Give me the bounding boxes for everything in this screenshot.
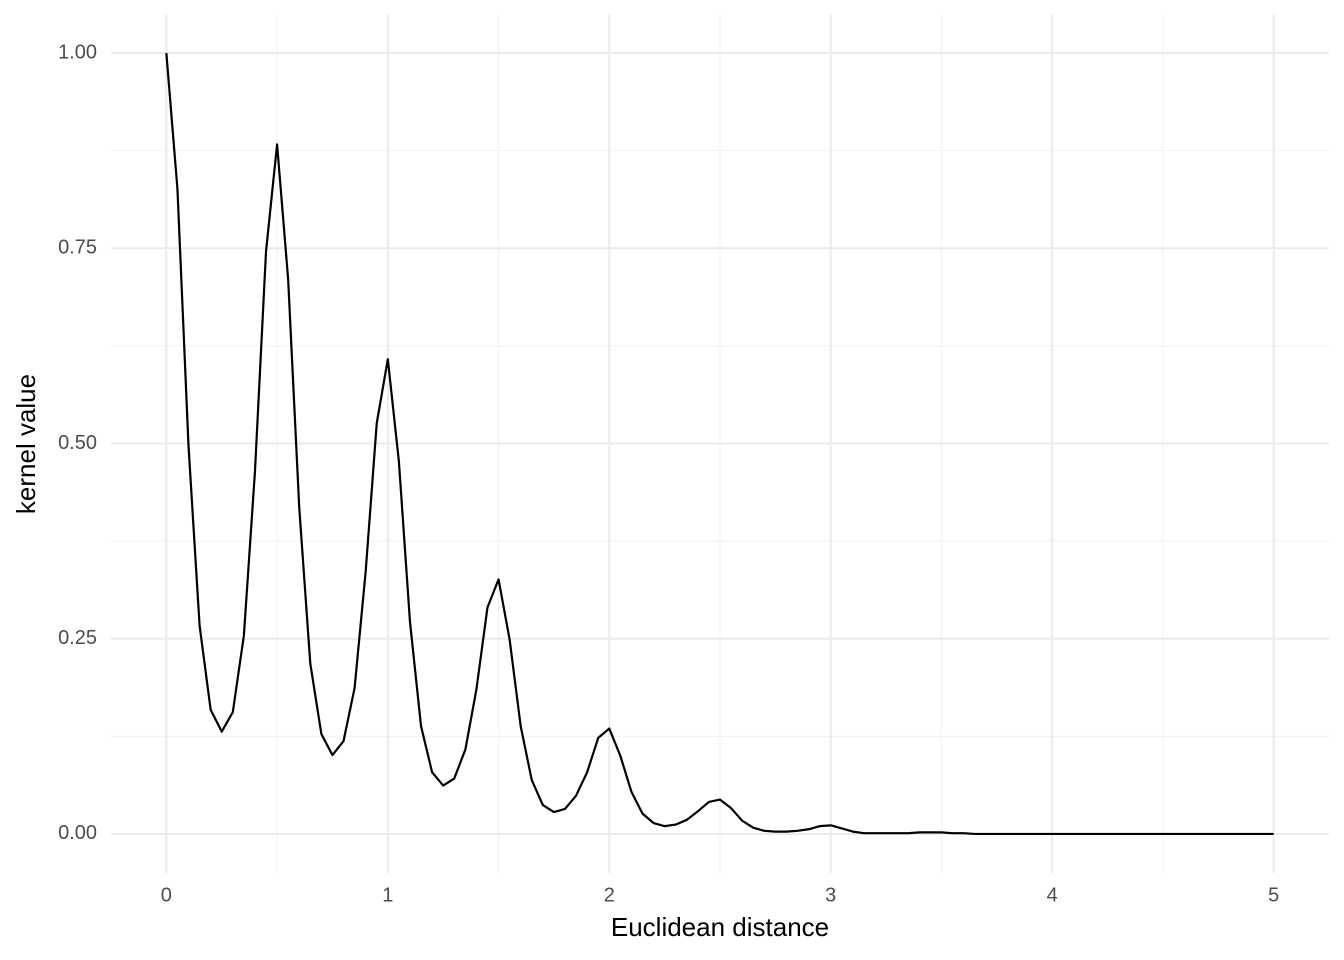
grid: [111, 14, 1329, 873]
x-axis-title: Euclidean distance: [611, 912, 829, 942]
x-tick-label: 5: [1268, 884, 1279, 906]
y-tick-label: 0.00: [58, 822, 97, 844]
y-tick-label: 1.00: [58, 41, 97, 63]
x-tick-label: 2: [604, 884, 615, 906]
y-tick-label: 0.25: [58, 627, 97, 649]
x-tick-label: 0: [161, 884, 172, 906]
line: [165, 52, 1274, 836]
x-tick-label: 4: [1047, 884, 1058, 906]
y-tick-label: 0.50: [58, 432, 97, 454]
x-tick-label: 1: [382, 884, 393, 906]
y-axis-title: kernel value: [11, 374, 41, 514]
y-tick-label: 0.75: [58, 237, 97, 259]
x-tick-label: 3: [825, 884, 836, 906]
